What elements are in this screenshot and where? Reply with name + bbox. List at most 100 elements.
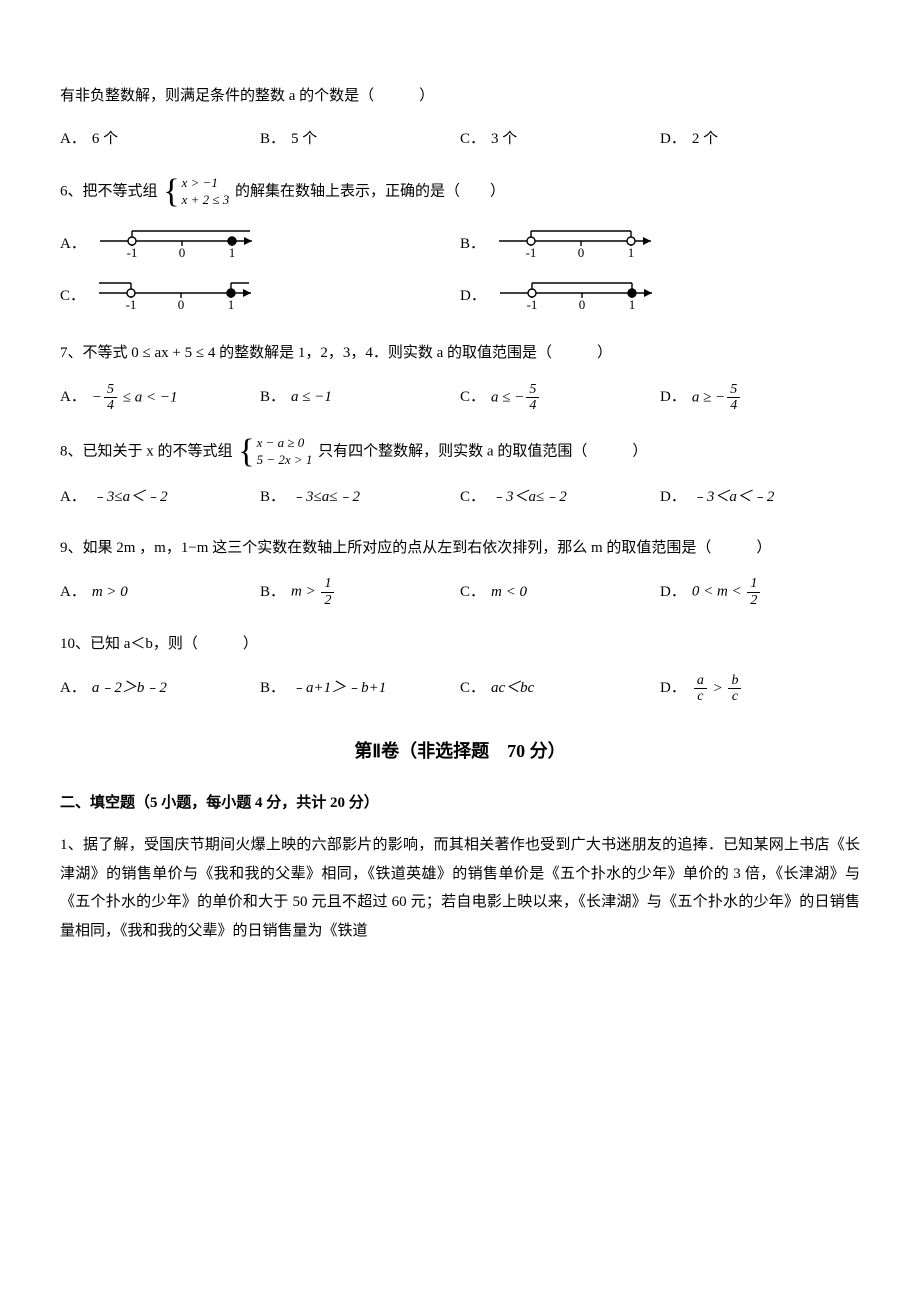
opt-label: A． — [60, 483, 86, 512]
opt-label: D． — [660, 125, 686, 154]
opt-label: B． — [260, 383, 285, 412]
q-cont-stem-text: 有非负整数解，则满足条件的整数 a 的个数是（ ） — [60, 88, 434, 104]
opt-text: 6 个 — [92, 125, 118, 154]
q6-row1: A． -101 B． -101 — [60, 223, 860, 265]
frac-den: c — [728, 689, 741, 704]
q7-opt-d[interactable]: D． a ≥ −54 — [660, 382, 860, 414]
q8-options: A．﹣3≤a＜﹣2 B．﹣3≤a≤﹣2 C．﹣3＜a≤﹣2 D．﹣3＜a＜﹣2 — [60, 483, 860, 512]
opt-label: B． — [460, 230, 485, 259]
svg-text:1: 1 — [628, 245, 635, 260]
frac-num: 1 — [321, 576, 334, 592]
q7-opt-a[interactable]: A． −54 ≤ a < −1 — [60, 382, 260, 414]
frag: a ≥ − — [692, 389, 725, 405]
q6-stem-post: 的解集在数轴上表示，正确的是（ ） — [235, 183, 505, 199]
q10-opt-b[interactable]: B．﹣a+1＞﹣b+1 — [260, 673, 460, 705]
q10-opt-a[interactable]: A．a﹣2＞b﹣2 — [60, 673, 260, 705]
q6-stem-pre: 6、把不等式组 — [60, 183, 158, 199]
opt-label: C． — [460, 383, 485, 412]
q7-opt-b[interactable]: B． a ≤ −1 — [260, 382, 460, 414]
q-cont-opt-b[interactable]: B．5 个 — [260, 125, 460, 154]
q-cont-stem: 有非负整数解，则满足条件的整数 a 的个数是（ ） — [60, 82, 860, 111]
q-cont-opt-c[interactable]: C．3 个 — [460, 125, 660, 154]
opt-text: ﹣3＜a＜﹣2 — [692, 483, 775, 512]
frac-num: 1 — [747, 576, 760, 592]
opt-text: m > 0 — [92, 578, 128, 607]
q6-opt-b[interactable]: B． -101 — [460, 223, 860, 265]
q9-opt-d[interactable]: D． 0 < m < 12 — [660, 576, 860, 608]
frac-num: 5 — [104, 382, 117, 398]
svg-text:-1: -1 — [126, 297, 137, 312]
q6-opt-c[interactable]: C． -1 0 1 — [60, 275, 460, 317]
frac-num: 5 — [727, 382, 740, 398]
q6-sys-line2: x + 2 ≤ 3 — [182, 192, 230, 209]
opt-label: D． — [660, 578, 686, 607]
q-cont-opt-d[interactable]: D．2 个 — [660, 125, 860, 154]
opt-label: A． — [60, 674, 86, 703]
q10-options: A．a﹣2＞b﹣2 B．﹣a+1＞﹣b+1 C．ac＜bc D． ac > bc — [60, 673, 860, 705]
frac-den: 4 — [727, 398, 740, 413]
opt-text: ﹣a+1＞﹣b+1 — [291, 674, 386, 703]
opt-label: C． — [460, 483, 485, 512]
section2-p1: 1、据了解，受国庆节期间火爆上映的六部影片的影响，而其相关著作也受到广大书迷朋友… — [60, 831, 860, 945]
section2-title: 第Ⅱ卷（非选择题 70 分） — [60, 734, 860, 768]
svg-text:0: 0 — [579, 297, 586, 312]
opt-label: C． — [460, 674, 485, 703]
opt-text: ﹣3＜a≤﹣2 — [491, 483, 567, 512]
opt-text: a ≤ −1 — [291, 383, 332, 412]
frac-den: 2 — [321, 593, 334, 608]
q6-sys-line1: x > −1 — [182, 175, 230, 192]
svg-text:0: 0 — [178, 297, 185, 312]
frac-den: 4 — [526, 398, 539, 413]
q9-opt-a[interactable]: A． m > 0 — [60, 576, 260, 608]
q8-opt-d[interactable]: D．﹣3＜a＜﹣2 — [660, 483, 860, 512]
section2-heading: 二、填空题（5 小题，每小题 4 分，共计 20 分） — [60, 789, 860, 818]
q8-system: { x − a ≥ 0 5 − 2x > 1 — [238, 435, 312, 469]
q8-opt-b[interactable]: B．﹣3≤a≤﹣2 — [260, 483, 460, 512]
q6-opt-d[interactable]: D． -101 — [460, 275, 860, 317]
opt-text: 3 个 — [491, 125, 517, 154]
opt-label: B． — [260, 578, 285, 607]
svg-text:1: 1 — [228, 297, 235, 312]
opt-label: A． — [60, 230, 86, 259]
opt-text: m > 12 — [291, 576, 336, 608]
numberline-b: -101 — [491, 223, 661, 265]
q8-opt-a[interactable]: A．﹣3≤a＜﹣2 — [60, 483, 260, 512]
svg-text:-1: -1 — [526, 245, 537, 260]
frac-den: 4 — [104, 398, 117, 413]
q9-opt-c[interactable]: C． m < 0 — [460, 576, 660, 608]
q9-opt-b[interactable]: B． m > 12 — [260, 576, 460, 608]
q6-opt-a[interactable]: A． -101 — [60, 223, 460, 265]
opt-label: A． — [60, 383, 86, 412]
opt-label: B． — [260, 674, 285, 703]
q10-opt-d[interactable]: D． ac > bc — [660, 673, 860, 705]
opt-label: A． — [60, 578, 86, 607]
opt-text: 0 < m < 12 — [692, 576, 763, 608]
q10-stem-text: 10、已知 a＜b，则（ ） — [60, 636, 258, 652]
opt-text: 5 个 — [291, 125, 317, 154]
frac-den: c — [694, 689, 707, 704]
opt-label: D． — [660, 674, 686, 703]
q6-row2: C． -101 D． -101 — [60, 275, 860, 317]
q8-stem-pre: 8、已知关于 x 的不等式组 — [60, 444, 233, 460]
q10-opt-c[interactable]: C．ac＜bc — [460, 673, 660, 705]
opt-text: ac > bc — [692, 673, 744, 705]
q-cont-opt-a[interactable]: A．6 个 — [60, 125, 260, 154]
q8-opt-c[interactable]: C．﹣3＜a≤﹣2 — [460, 483, 660, 512]
frag: ≤ a < −1 — [119, 389, 177, 405]
frag: 0 < m < — [692, 584, 746, 600]
numberline-d: -101 — [492, 275, 662, 317]
numberline-a: -101 — [92, 223, 262, 265]
q-cont-options: A．6 个 B．5 个 C．3 个 D．2 个 — [60, 125, 860, 154]
q10-stem: 10、已知 a＜b，则（ ） — [60, 630, 860, 659]
frac-num: b — [728, 673, 741, 689]
brace-icon: { — [163, 175, 179, 209]
opt-text: ﹣3≤a≤﹣2 — [291, 483, 360, 512]
frac-num: 5 — [526, 382, 539, 398]
q9-stem-text: 9、如果 2m ，m，1−m 这三个实数在数轴上所对应的点从左到右依次排列，那么… — [60, 540, 771, 556]
opt-text: 2 个 — [692, 125, 718, 154]
opt-label: C． — [60, 282, 85, 311]
svg-text:-1: -1 — [526, 297, 537, 312]
q7-opt-c[interactable]: C． a ≤ −54 — [460, 382, 660, 414]
opt-label: B． — [260, 125, 285, 154]
svg-text:-1: -1 — [126, 245, 137, 260]
